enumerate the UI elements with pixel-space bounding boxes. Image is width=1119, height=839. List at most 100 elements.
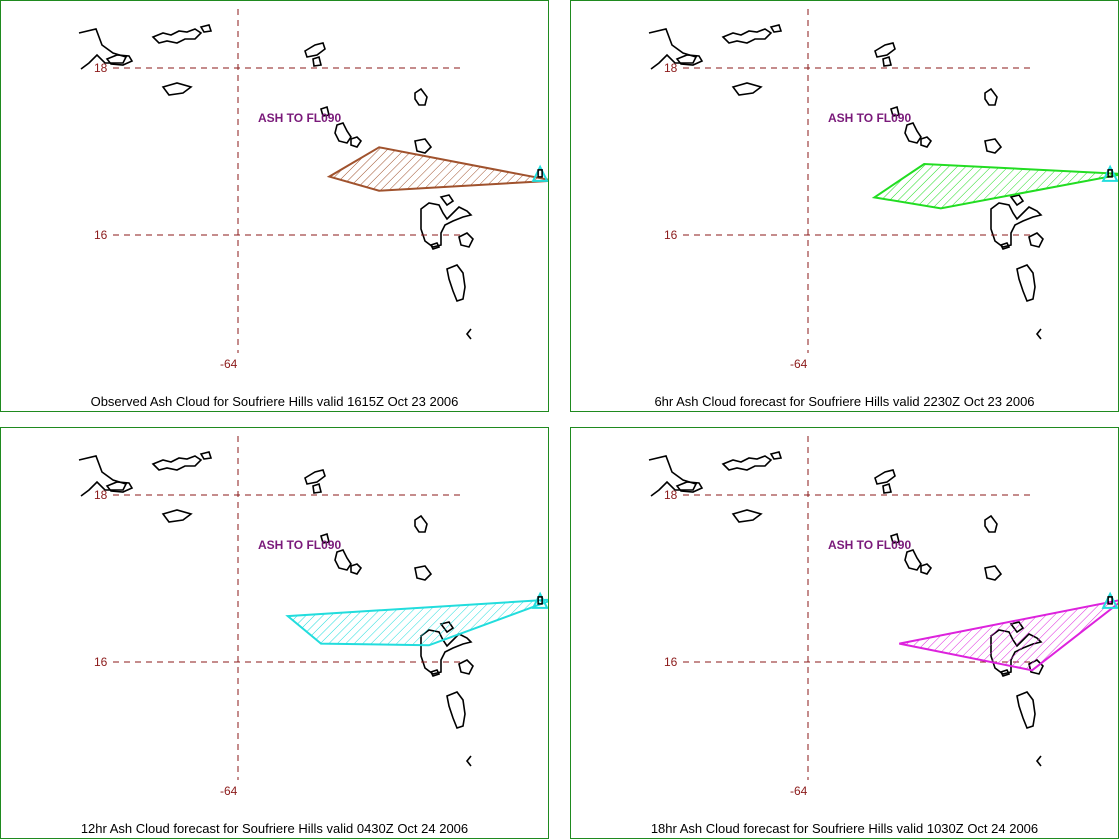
ash-altitude-label: ASH TO FL090 [258, 111, 341, 125]
island-outline [648, 28, 698, 70]
island-outline [1028, 232, 1044, 248]
latitude-label: 16 [94, 228, 108, 242]
island-outline [890, 105, 900, 117]
coastline [78, 24, 474, 340]
latitude-label: 18 [94, 61, 108, 75]
island-outline [446, 264, 466, 302]
island-outline [105, 481, 134, 493]
coastline [648, 451, 1044, 767]
island-outline [420, 202, 473, 248]
panel-caption: 6hr Ash Cloud forecast for Soufriere Hil… [654, 394, 1035, 409]
island-outline [984, 87, 998, 106]
island-outline [882, 482, 892, 494]
island-outline [105, 54, 134, 66]
panel-caption: 12hr Ash Cloud forecast for Soufriere Hi… [80, 821, 469, 836]
island-outline [1009, 194, 1025, 207]
island-outline [984, 514, 998, 533]
longitude-label: -64 [220, 357, 238, 371]
island-outline [78, 455, 128, 497]
island-outline [350, 136, 363, 148]
island-outline [1016, 264, 1036, 302]
panel-caption: 18hr Ash Cloud forecast for Soufriere Hi… [650, 821, 1039, 836]
island-outline [769, 451, 783, 460]
island-outline [882, 55, 892, 67]
island-outline [465, 755, 472, 767]
island-outline [904, 549, 922, 571]
coastline [78, 451, 474, 767]
ash-cloud-polygon [871, 162, 1118, 210]
island-outline [920, 136, 933, 148]
island-outline [320, 532, 330, 544]
island-outline [304, 42, 326, 58]
coastline [648, 24, 1044, 340]
ash-altitude-label: ASH TO FL090 [828, 111, 911, 125]
island-outline [648, 455, 698, 497]
island-outline [414, 514, 428, 533]
island-outline [414, 87, 428, 106]
island-outline [161, 82, 193, 96]
island-outline [199, 24, 213, 33]
island-outline [312, 55, 322, 67]
island-outline [151, 28, 203, 44]
island-outline [675, 54, 704, 66]
island-outline [439, 194, 455, 207]
island-outline [350, 563, 363, 575]
island-outline [904, 122, 922, 144]
island-outline [1016, 691, 1036, 729]
island-outline [334, 549, 352, 571]
island-outline [874, 469, 896, 485]
ash-cloud-polygon [899, 599, 1118, 672]
island-outline [334, 122, 352, 144]
island-outline [1035, 755, 1042, 767]
island-outline [312, 482, 322, 494]
island-outline [984, 565, 1003, 581]
island-outline [304, 469, 326, 485]
ash-cloud-polygon [285, 598, 548, 647]
island-outline [874, 42, 896, 58]
ash-cloud-polygon [326, 146, 548, 192]
ash-altitude-label: ASH TO FL090 [828, 538, 911, 552]
latitude-label: 18 [664, 488, 678, 502]
island-outline [151, 455, 203, 471]
island-outline [414, 565, 433, 581]
ash-altitude-label: ASH TO FL090 [258, 538, 341, 552]
island-outline [999, 242, 1011, 250]
island-outline [414, 138, 433, 154]
latitude-label: 16 [664, 228, 678, 242]
volcano-triangle-icon [531, 591, 548, 609]
latitude-label: 18 [94, 488, 108, 502]
island-outline [161, 509, 193, 523]
island-outline [999, 669, 1011, 677]
island-outline [458, 659, 474, 675]
island-outline [465, 328, 472, 340]
panel-caption: Observed Ash Cloud for Soufriere Hills v… [90, 394, 459, 409]
island-outline [731, 509, 763, 523]
island-outline [990, 202, 1043, 248]
island-outline [731, 82, 763, 96]
island-outline [78, 28, 128, 70]
island-outline [890, 532, 900, 544]
island-outline [446, 691, 466, 729]
volcano-triangle-icon [531, 164, 548, 182]
volcano-triangle-icon [1101, 591, 1118, 609]
island-outline [429, 669, 441, 677]
island-outline [458, 232, 474, 248]
island-outline [769, 24, 783, 33]
island-outline [920, 563, 933, 575]
island-outline [675, 481, 704, 493]
latitude-label: 16 [664, 655, 678, 669]
island-outline [721, 455, 773, 471]
island-outline [984, 138, 1003, 154]
latitude-label: 18 [664, 61, 678, 75]
longitude-label: -64 [220, 784, 238, 798]
island-outline [429, 242, 441, 250]
island-outline [320, 105, 330, 117]
